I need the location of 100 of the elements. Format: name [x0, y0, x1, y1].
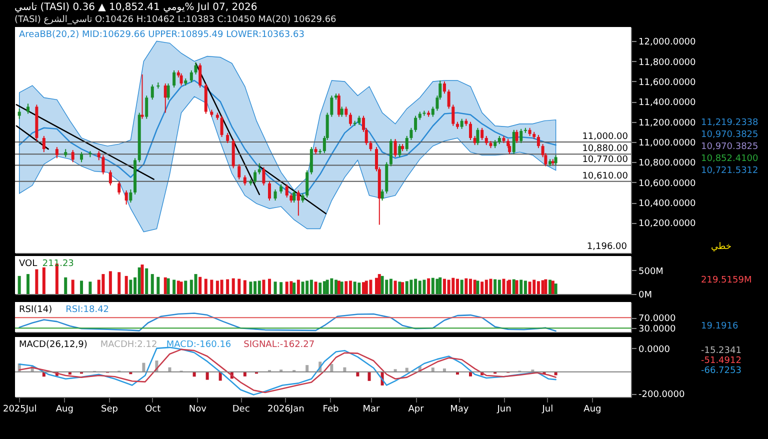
bar: [262, 280, 266, 294]
bar: [554, 284, 558, 294]
bar: [310, 280, 313, 294]
bar: [378, 274, 381, 294]
bar: [398, 282, 402, 294]
candlestick: [348, 112, 352, 126]
y-tick-label: 11,600.0000: [638, 78, 696, 88]
bar: [306, 365, 309, 372]
bar: [292, 282, 296, 294]
bar: [551, 280, 554, 294]
bar: [436, 278, 439, 294]
bar: [71, 280, 74, 294]
bar: [184, 280, 188, 294]
bar: [369, 280, 372, 294]
bar: [226, 279, 230, 294]
bar: [238, 278, 241, 294]
bar: [296, 280, 300, 294]
candlestick: [164, 83, 167, 114]
bar: [489, 278, 492, 294]
line-series: [18, 312, 556, 332]
bar: [330, 278, 334, 294]
bar: [156, 276, 160, 294]
bar: [401, 282, 404, 294]
bar: [480, 282, 484, 294]
candlestick: [337, 93, 340, 118]
candlestick: [102, 154, 105, 175]
bar: [150, 274, 154, 294]
bar: [206, 372, 209, 380]
candlestick: [310, 146, 313, 175]
bar: [166, 278, 170, 294]
bar: [194, 274, 198, 294]
bar: [422, 280, 426, 294]
candlestick: [410, 127, 413, 140]
chart-title: MACD(26,12,9): [19, 340, 88, 350]
candlestick: [330, 95, 334, 118]
candlestick: [26, 103, 30, 114]
bar: [438, 277, 442, 294]
x-tick-label: Jun: [496, 404, 512, 414]
bar: [340, 282, 344, 294]
candlestick: [512, 129, 516, 155]
x-tick-label: Nov: [188, 404, 208, 414]
bar: [322, 281, 326, 294]
candlestick: [431, 106, 434, 118]
bar: [380, 276, 384, 294]
bar: [118, 272, 121, 294]
bar: [364, 280, 368, 294]
text: 10,970.3825: [701, 142, 758, 152]
bar: [368, 372, 371, 381]
bar: [42, 267, 46, 294]
candlestick: [42, 135, 46, 153]
y-tick-label: 10,800.0000: [638, 158, 696, 169]
bar: [204, 278, 208, 294]
candlestick: [460, 118, 464, 130]
bar: [344, 281, 348, 294]
candlestick: [515, 129, 518, 144]
text: 10,970.3825: [701, 130, 758, 140]
bar: [26, 274, 30, 294]
candlestick: [190, 70, 193, 83]
bar: [326, 280, 329, 294]
candlestick: [369, 140, 372, 152]
bar: [362, 282, 365, 294]
x-tick-label: Jul: [541, 404, 554, 414]
bar: [405, 281, 408, 294]
candlestick: [468, 121, 472, 140]
y-tick-label: 10,600.0000: [638, 178, 696, 189]
candlestick: [254, 170, 257, 184]
candlestick: [258, 162, 261, 175]
bar: [220, 280, 224, 294]
ref-line-label: 10,770.00: [582, 155, 628, 166]
text: 19.1916: [701, 321, 738, 332]
candlestick: [296, 190, 300, 216]
candlestick: [243, 174, 246, 186]
candlestick: [520, 128, 523, 144]
candlestick: [398, 144, 402, 158]
bar: [124, 276, 128, 294]
bar: [142, 362, 146, 372]
candlestick: [180, 72, 183, 86]
bar: [456, 278, 459, 294]
bar: [427, 278, 430, 294]
x-tick-label: 2025Jul: [2, 404, 37, 414]
bar: [80, 280, 84, 294]
candlestick: [274, 188, 277, 202]
bar: [447, 280, 450, 294]
bar: [410, 280, 413, 294]
candlestick: [262, 166, 266, 186]
chart-title: تاسي (TASI) يومي 10,852.41 ▲ 0.36% Jul 07, 2026: [14, 2, 258, 13]
bar: [243, 280, 246, 294]
bar: [464, 278, 468, 294]
bar: [337, 280, 340, 294]
candlestick: [55, 146, 58, 159]
bar: [140, 264, 144, 294]
y-tick-label: 0M: [638, 290, 652, 300]
candlestick: [301, 192, 304, 204]
bar: [524, 280, 527, 294]
bar: [318, 282, 322, 294]
y-tick-label: -200.0000: [638, 390, 685, 400]
x-tick-label: 2026Jan: [268, 404, 304, 414]
candlestick: [405, 135, 408, 152]
bar: [358, 282, 361, 294]
candlestick: [172, 70, 176, 88]
